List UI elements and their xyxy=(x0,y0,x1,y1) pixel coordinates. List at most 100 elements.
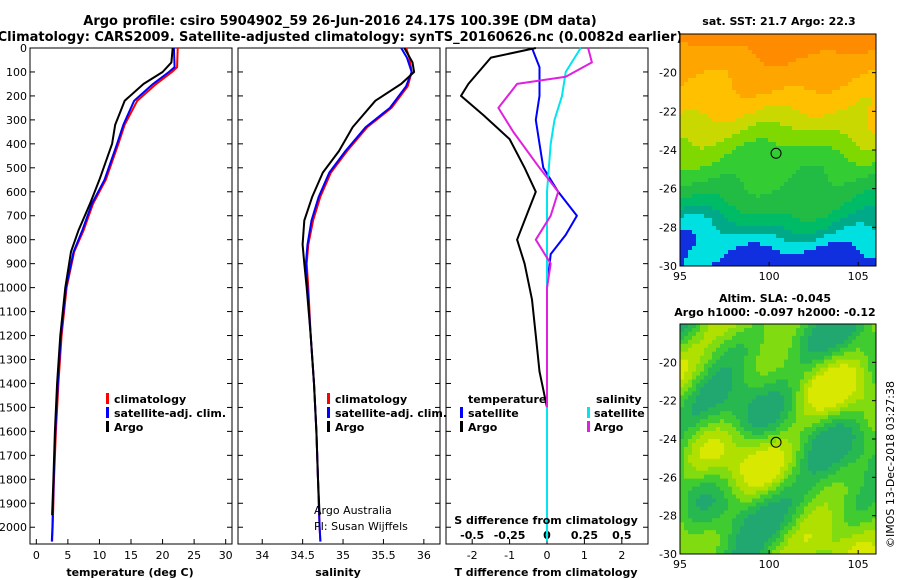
map-cell xyxy=(792,46,797,51)
y-tick-label: 1600 xyxy=(0,425,27,438)
map-cell xyxy=(836,387,841,392)
map-cell xyxy=(728,194,733,199)
map-cell xyxy=(700,70,705,75)
sst-map-frame xyxy=(679,33,877,267)
map-cell xyxy=(788,442,793,448)
map-cell xyxy=(840,130,845,135)
map-cell xyxy=(780,54,785,59)
map-cell xyxy=(744,106,749,111)
map-cell xyxy=(708,82,713,87)
map-cell xyxy=(712,186,717,191)
map-cell xyxy=(720,450,725,456)
map-cell xyxy=(844,194,849,199)
map-cell xyxy=(680,110,685,115)
map-cell xyxy=(836,146,841,151)
map-cell xyxy=(720,206,725,211)
map-cell xyxy=(768,182,773,187)
map-cell xyxy=(800,74,805,79)
map-cell xyxy=(740,419,745,424)
map-cell xyxy=(828,250,833,255)
map-cell xyxy=(688,214,693,219)
map-cell xyxy=(764,134,769,139)
map-cell xyxy=(768,74,773,79)
map-cell xyxy=(820,439,825,444)
map-cell xyxy=(688,446,693,452)
map-cell xyxy=(820,242,825,247)
map-cell xyxy=(752,327,757,333)
map-cell xyxy=(720,218,725,223)
map-cell xyxy=(852,450,857,456)
map-cell xyxy=(692,423,697,428)
map-cell xyxy=(736,371,741,376)
map-cell xyxy=(796,78,801,83)
map-cell xyxy=(708,226,713,231)
map-cell xyxy=(736,474,741,480)
map-cell xyxy=(780,339,785,345)
map-cell xyxy=(760,38,765,43)
map-cell xyxy=(872,383,877,388)
map-cell xyxy=(800,262,805,267)
map-cell xyxy=(848,170,853,175)
map-cell xyxy=(828,146,833,151)
map-cell xyxy=(800,50,805,55)
map-cell xyxy=(836,42,841,47)
map-cell xyxy=(784,42,789,47)
map-cell xyxy=(852,371,857,376)
map-cell xyxy=(796,363,801,369)
map-cell xyxy=(696,122,701,127)
map-cell xyxy=(828,415,833,420)
map-cell xyxy=(800,407,805,412)
map-cell xyxy=(808,327,813,333)
map-cell xyxy=(824,395,829,400)
map-cell xyxy=(808,391,813,396)
map-cell xyxy=(748,198,753,203)
map-cell xyxy=(716,142,721,147)
map-cell xyxy=(868,90,873,95)
map-cell xyxy=(832,391,837,396)
map-cell xyxy=(700,42,705,47)
map-cell xyxy=(800,114,805,119)
map-cell xyxy=(788,407,793,412)
map-cell xyxy=(840,194,845,199)
y-tick-label: 2000 xyxy=(0,521,27,534)
map-cell xyxy=(784,110,789,115)
map-cell xyxy=(744,242,749,247)
map-cell xyxy=(860,347,865,353)
map-cell xyxy=(792,450,797,456)
map-cell xyxy=(856,407,861,412)
map-cell xyxy=(716,351,721,357)
map-cell xyxy=(736,166,741,171)
map-cell xyxy=(816,178,821,183)
legend-t-satellite-swatch xyxy=(460,407,463,418)
map-cell xyxy=(744,230,749,235)
map-cell xyxy=(744,450,749,456)
map-cell xyxy=(700,407,705,412)
map-cell xyxy=(712,399,717,404)
map-cell xyxy=(824,262,829,267)
map-cell xyxy=(836,442,841,448)
map-cell xyxy=(852,94,857,99)
map-cell xyxy=(696,126,701,131)
map-cell xyxy=(836,178,841,183)
map-cell xyxy=(868,118,873,123)
map-cell xyxy=(704,190,709,195)
map-cell xyxy=(728,450,733,456)
map-cell xyxy=(708,419,713,424)
map-cell xyxy=(820,347,825,353)
map-cell xyxy=(736,363,741,369)
map-cell xyxy=(828,371,833,376)
map-cell xyxy=(700,90,705,95)
map-cell xyxy=(744,34,749,39)
map-cell xyxy=(736,50,741,55)
map-cell xyxy=(684,327,689,333)
map-cell xyxy=(832,122,837,127)
map-cell xyxy=(692,38,697,43)
map-cell xyxy=(772,42,777,47)
map-cell xyxy=(856,367,861,372)
map-cell xyxy=(856,78,861,83)
map-cell xyxy=(868,427,873,432)
map-cell xyxy=(732,242,737,247)
map-cell xyxy=(868,343,873,349)
map-cell xyxy=(740,174,745,179)
map-cell xyxy=(780,403,785,408)
